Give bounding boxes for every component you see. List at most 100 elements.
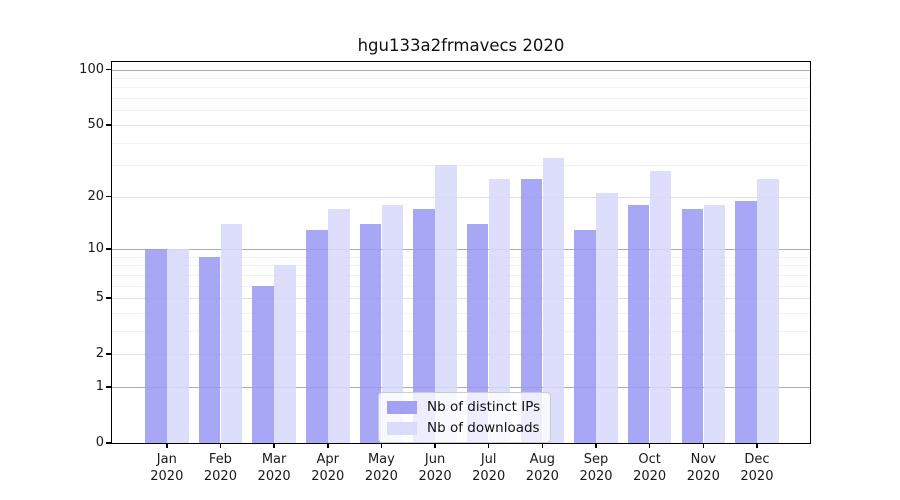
minor-gridline-30 (112, 165, 810, 167)
bar-downloads-mar (274, 265, 296, 443)
x-tick-sep (595, 443, 597, 448)
bar-downloads-apr (328, 209, 350, 443)
x-tick-month-aug: Aug (529, 452, 556, 467)
plot-area (112, 62, 810, 443)
x-tick-label-dec: Dec 2020 (725, 451, 789, 485)
legend-label-distinct-ips: Nb of distinct IPs (427, 399, 541, 415)
y-tick-1 (106, 386, 112, 388)
x-tick-month-dec: Dec (744, 452, 770, 467)
x-tick-year-may: 2020 (364, 469, 398, 484)
y-tick-100 (106, 68, 112, 71)
x-tick-month-nov: Nov (690, 452, 716, 467)
gridline-50 (112, 124, 810, 126)
bar-distinct-ips-mar (252, 285, 274, 443)
chart-title: hgu133a2frmavecs 2020 (357, 36, 565, 55)
x-tick-jul (487, 443, 490, 448)
x-tick-year-jun: 2020 (418, 469, 452, 484)
legend-swatch-distinct-ips (387, 400, 417, 414)
x-tick-year-jan: 2020 (150, 469, 184, 484)
bar-downloads-aug (542, 157, 565, 443)
x-tick-year-feb: 2020 (203, 469, 237, 484)
gridline-1 (112, 386, 810, 388)
x-tick-year-sep: 2020 (579, 469, 613, 484)
bar-distinct-ips-feb (198, 256, 221, 443)
bar-distinct-ips-oct (627, 204, 650, 443)
bar-distinct-ips-dec (735, 200, 757, 443)
x-tick-month-jan: Jan (156, 452, 177, 467)
x-tick-year-apr: 2020 (311, 469, 345, 484)
bar-distinct-ips-jun (413, 209, 435, 443)
y-tick-label-20: 20 (87, 188, 104, 204)
x-tick-month-apr: Apr (316, 452, 340, 467)
bar-downloads-jan (167, 249, 189, 443)
legend-swatch-downloads (387, 421, 417, 435)
minor-gridline-9 (112, 256, 810, 258)
y-tick-0 (106, 442, 112, 444)
y-tick-label-5: 5 (95, 290, 104, 306)
bar-downloads-sep (596, 192, 618, 443)
bar-downloads-jul (488, 179, 511, 443)
bar-distinct-ips-apr (306, 229, 328, 443)
x-tick-month-jul: Jul (480, 452, 497, 467)
minor-gridline-6 (112, 285, 810, 287)
x-tick-month-oct: Oct (638, 452, 661, 467)
x-tick-month-feb: Feb (208, 452, 232, 467)
x-tick-month-mar: Mar (261, 452, 287, 467)
x-tick-oct (648, 443, 651, 448)
gridline-2 (112, 354, 810, 356)
minor-gridline-3 (112, 330, 810, 332)
x-tick-label-oct: Oct 2020 (618, 451, 682, 485)
legend-entry-downloads: Nb of downloads (387, 420, 540, 436)
y-tick-label-10: 10 (87, 241, 104, 256)
minor-gridline-8 (112, 265, 810, 267)
y-tick-label-0: 0 (95, 435, 104, 450)
x-tick-label-aug: Aug 2020 (510, 451, 574, 485)
y-tick-5 (106, 297, 112, 299)
minor-gridline-40 (112, 142, 810, 144)
y-tick-20 (106, 195, 112, 198)
x-tick-month-jun: Jun (424, 452, 446, 467)
x-tick-label-jul: Jul 2020 (457, 451, 521, 485)
bar-distinct-ips-jul (466, 223, 489, 443)
minor-gridline-80 (112, 87, 810, 89)
x-tick-year-nov: 2020 (686, 469, 720, 484)
y-tick-10 (106, 248, 112, 250)
bar-downloads-nov (703, 204, 726, 443)
x-tick-label-jan: Jan 2020 (135, 451, 199, 485)
x-tick-year-aug: 2020 (525, 469, 559, 484)
bar-downloads-oct (649, 170, 672, 443)
bar-distinct-ips-may (359, 223, 382, 443)
x-tick-label-feb: Feb 2020 (188, 451, 252, 485)
x-tick-month-sep: Sep (583, 452, 609, 467)
x-tick-aug (541, 443, 544, 448)
bar-downloads-feb (220, 223, 243, 443)
gridline-5 (112, 298, 810, 300)
bar-distinct-ips-sep (574, 229, 596, 443)
bar-distinct-ips-nov (681, 209, 704, 443)
minor-gridline-7 (112, 274, 810, 276)
bar-downloads-dec (757, 179, 779, 443)
minor-gridline-70 (112, 98, 810, 100)
x-tick-nov (702, 443, 705, 448)
legend-entry-distinct-ips: Nb of distinct IPs (387, 399, 540, 415)
x-tick-jun (434, 443, 436, 448)
bar-distinct-ips-jan (145, 249, 167, 443)
x-tick-mar (273, 443, 275, 448)
x-tick-month-may: May (367, 452, 395, 467)
x-tick-feb (219, 443, 222, 448)
x-tick-year-dec: 2020 (740, 469, 774, 484)
x-tick-year-mar: 2020 (257, 469, 291, 484)
x-tick-apr (326, 443, 329, 448)
y-tick-label-50: 50 (87, 116, 104, 132)
y-tick-50 (106, 124, 112, 126)
x-tick-may (380, 443, 383, 448)
x-tick-year-oct: 2020 (633, 469, 667, 484)
x-tick-year-jul: 2020 (472, 469, 506, 484)
gridline-10 (112, 249, 810, 250)
minor-gridline-90 (112, 78, 810, 80)
bar-distinct-ips-aug (520, 179, 543, 443)
minor-gridline-4 (112, 312, 810, 314)
x-tick-label-jun: Jun 2020 (403, 451, 467, 485)
bar-downloads-may (381, 204, 404, 443)
